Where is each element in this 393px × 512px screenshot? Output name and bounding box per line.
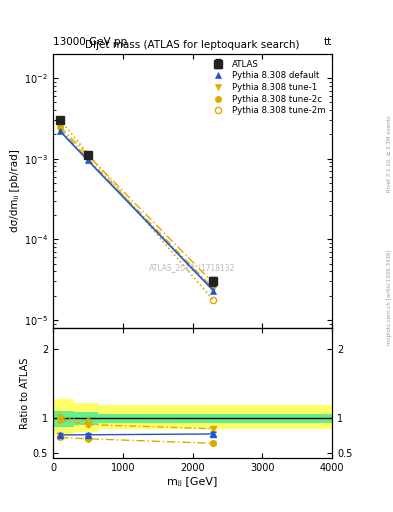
- Title: Dijet mass (ATLAS for leptoquark search): Dijet mass (ATLAS for leptoquark search): [85, 40, 300, 50]
- Text: mcplots.cern.ch [arXiv:1306.3436]: mcplots.cern.ch [arXiv:1306.3436]: [387, 249, 391, 345]
- X-axis label: mⱼⱼ [GeV]: mⱼⱼ [GeV]: [167, 476, 218, 486]
- Pythia 8.308 tune-2m: [211, 297, 216, 304]
- Pythia 8.308 tune-2c: [211, 280, 216, 286]
- Y-axis label: Ratio to ATLAS: Ratio to ATLAS: [20, 357, 30, 429]
- Pythia 8.308 tune-1: [211, 286, 216, 292]
- Text: ATLAS_2019_I1718132: ATLAS_2019_I1718132: [149, 263, 236, 272]
- Pythia 8.308 tune-2c: [86, 152, 90, 158]
- Legend: ATLAS, Pythia 8.308 default, Pythia 8.308 tune-1, Pythia 8.308 tune-2c, Pythia 8: ATLAS, Pythia 8.308 default, Pythia 8.30…: [206, 58, 328, 117]
- Pythia 8.308 default: [58, 128, 62, 134]
- Line: Pythia 8.308 tune-2m: Pythia 8.308 tune-2m: [57, 117, 217, 304]
- Pythia 8.308 tune-2m: [86, 151, 90, 157]
- Pythia 8.308 default: [86, 157, 90, 163]
- Text: tt: tt: [324, 37, 332, 47]
- Line: Pythia 8.308 default: Pythia 8.308 default: [57, 128, 217, 294]
- Pythia 8.308 default: [211, 288, 216, 294]
- Y-axis label: dσ/dmⱼⱼ [pb/rad]: dσ/dmⱼⱼ [pb/rad]: [10, 150, 20, 232]
- Pythia 8.308 tune-1: [86, 156, 90, 162]
- Line: Pythia 8.308 tune-2c: Pythia 8.308 tune-2c: [57, 123, 217, 286]
- Pythia 8.308 tune-2c: [58, 123, 62, 130]
- Pythia 8.308 tune-2m: [58, 117, 62, 123]
- Line: Pythia 8.308 tune-1: Pythia 8.308 tune-1: [57, 125, 217, 292]
- Text: 13000 GeV pp: 13000 GeV pp: [53, 37, 127, 47]
- Pythia 8.308 tune-1: [58, 125, 62, 132]
- Text: Rivet 3.1.10, ≥ 3.3M events: Rivet 3.1.10, ≥ 3.3M events: [387, 115, 391, 192]
